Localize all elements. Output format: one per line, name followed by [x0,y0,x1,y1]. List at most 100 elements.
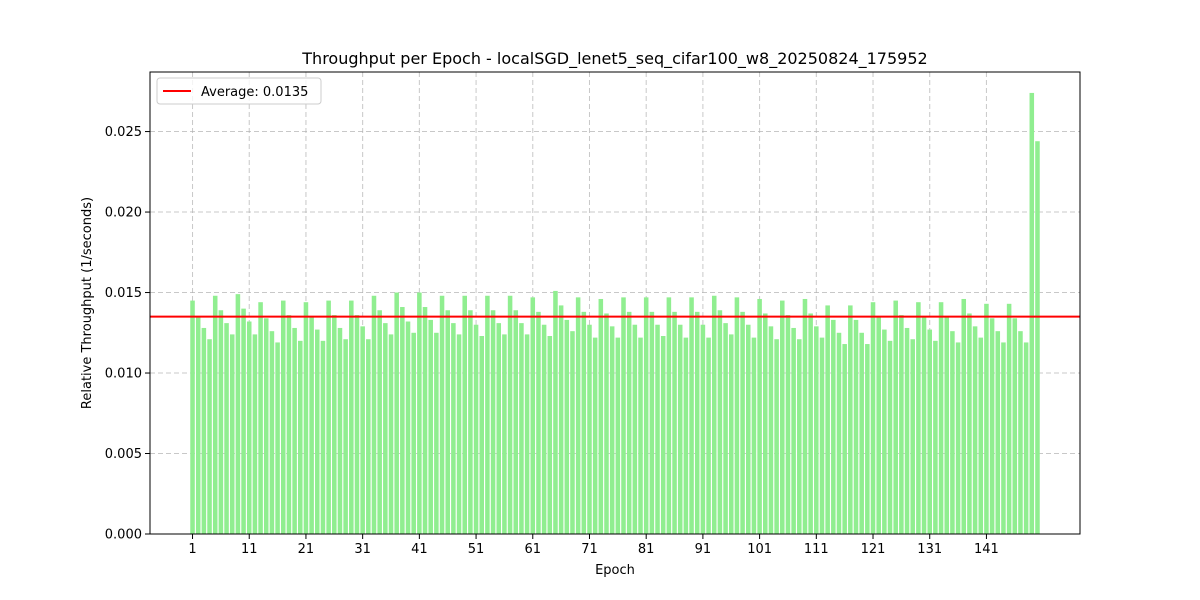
bar-epoch-33 [371,295,377,534]
bar-epoch-127 [904,327,910,534]
bar-epoch-52 [479,336,485,534]
x-tick-label: 141 [974,542,999,557]
bar-epoch-119 [859,332,864,534]
bar-epoch-137 [961,298,967,534]
bar-epoch-112 [819,337,825,534]
x-tick-label: 51 [468,542,485,557]
bar-epoch-128 [910,339,915,534]
bar-epoch-83 [655,324,660,534]
x-tick-label: 81 [638,542,655,557]
bar-epoch-95 [723,323,728,534]
bar-epoch-14 [263,318,269,534]
bar-epoch-20 [298,340,303,534]
bar-epoch-2 [195,316,201,534]
bar-epoch-47 [451,323,456,534]
bar-epoch-50 [468,310,473,534]
bar-epoch-129 [916,302,921,534]
bar-epoch-102 [763,313,768,534]
bar-epoch-126 [899,315,904,534]
bar-epoch-59 [519,323,524,534]
bar-epoch-135 [950,331,955,534]
bar-epoch-146 [1012,318,1018,534]
bar-epoch-35 [383,323,388,534]
bar-epoch-25 [326,300,331,534]
bar-epoch-62 [536,311,541,534]
bar-epoch-81 [643,297,649,534]
bar-epoch-26 [332,315,337,534]
bar-epoch-98 [740,311,745,534]
bar-epoch-45 [439,295,445,534]
bar-epoch-91 [700,324,706,534]
bar-epoch-106 [785,315,791,534]
bar-epoch-143 [995,331,1001,534]
bar-epoch-51 [473,324,479,534]
x-tick-label: 11 [241,542,258,557]
bar-epoch-1 [190,300,195,534]
bar-epoch-90 [694,311,700,534]
bar-epoch-9 [235,294,241,534]
bar-epoch-75 [609,326,615,534]
bar-epoch-11 [246,321,252,534]
bar-epoch-115 [836,332,842,534]
bar-epoch-82 [649,311,655,534]
bar-epoch-144 [1001,342,1006,534]
bar-epoch-94 [717,310,723,534]
bar-epoch-116 [842,344,847,534]
bar-epoch-72 [592,337,598,534]
bar-epoch-65 [553,290,558,534]
bar-epoch-53 [485,295,490,534]
bar-epoch-89 [689,297,694,534]
bar-epoch-88 [683,337,689,534]
bar-epoch-34 [377,310,382,534]
bar-epoch-141 [984,303,989,534]
bar-epoch-140 [978,337,984,534]
bar-epoch-131 [927,329,932,534]
bar-epoch-79 [632,324,638,534]
bar-epoch-27 [337,327,343,534]
x-tick-label: 71 [581,542,598,557]
bar-epoch-97 [734,297,740,534]
bar-epoch-76 [615,337,621,534]
bar-epoch-17 [280,300,286,534]
bar-epoch-92 [706,337,711,534]
bar-epoch-36 [388,334,394,534]
bar-epoch-4 [207,339,212,534]
bar-epoch-55 [496,323,502,534]
bar-epoch-43 [428,319,433,534]
bar-epoch-84 [660,336,666,534]
bar-epoch-41 [417,292,422,534]
bar-epoch-68 [570,331,575,534]
bar-epoch-122 [876,316,881,534]
x-tick-label: 91 [695,542,712,557]
bar-epoch-24 [320,340,326,534]
bar-epoch-28 [343,339,348,534]
bar-epoch-23 [315,329,320,534]
bar-epoch-99 [745,324,751,534]
bar-epoch-16 [275,342,280,534]
bar-epoch-77 [621,297,626,534]
bar-epoch-93 [711,295,717,534]
bar-epoch-63 [541,324,547,534]
bar-epoch-148 [1023,342,1029,534]
bar-epoch-64 [547,336,553,534]
bar-epoch-44 [434,332,439,534]
chart-title: Throughput per Epoch - localSGD_lenet5_s… [301,49,927,69]
y-tick-label: 0.020 [105,206,142,221]
y-axis-label: Relative Throughput (1/seconds) [80,197,95,409]
bar-epoch-8 [229,334,235,534]
x-tick-label: 61 [525,542,542,557]
y-tick-label: 0.010 [105,367,142,382]
bar-epoch-7 [224,323,229,534]
bar-epoch-57 [507,295,513,534]
bar-epoch-111 [814,326,819,534]
bar-epoch-74 [604,313,609,534]
bar-epoch-134 [944,316,950,534]
x-tick-label: 41 [411,542,428,557]
bar-epoch-37 [394,292,399,534]
bar-epoch-3 [201,327,207,534]
bar-epoch-18 [286,315,292,534]
bar-epoch-15 [269,331,275,534]
bar-epoch-107 [791,327,796,534]
bar-epoch-31 [360,326,365,534]
